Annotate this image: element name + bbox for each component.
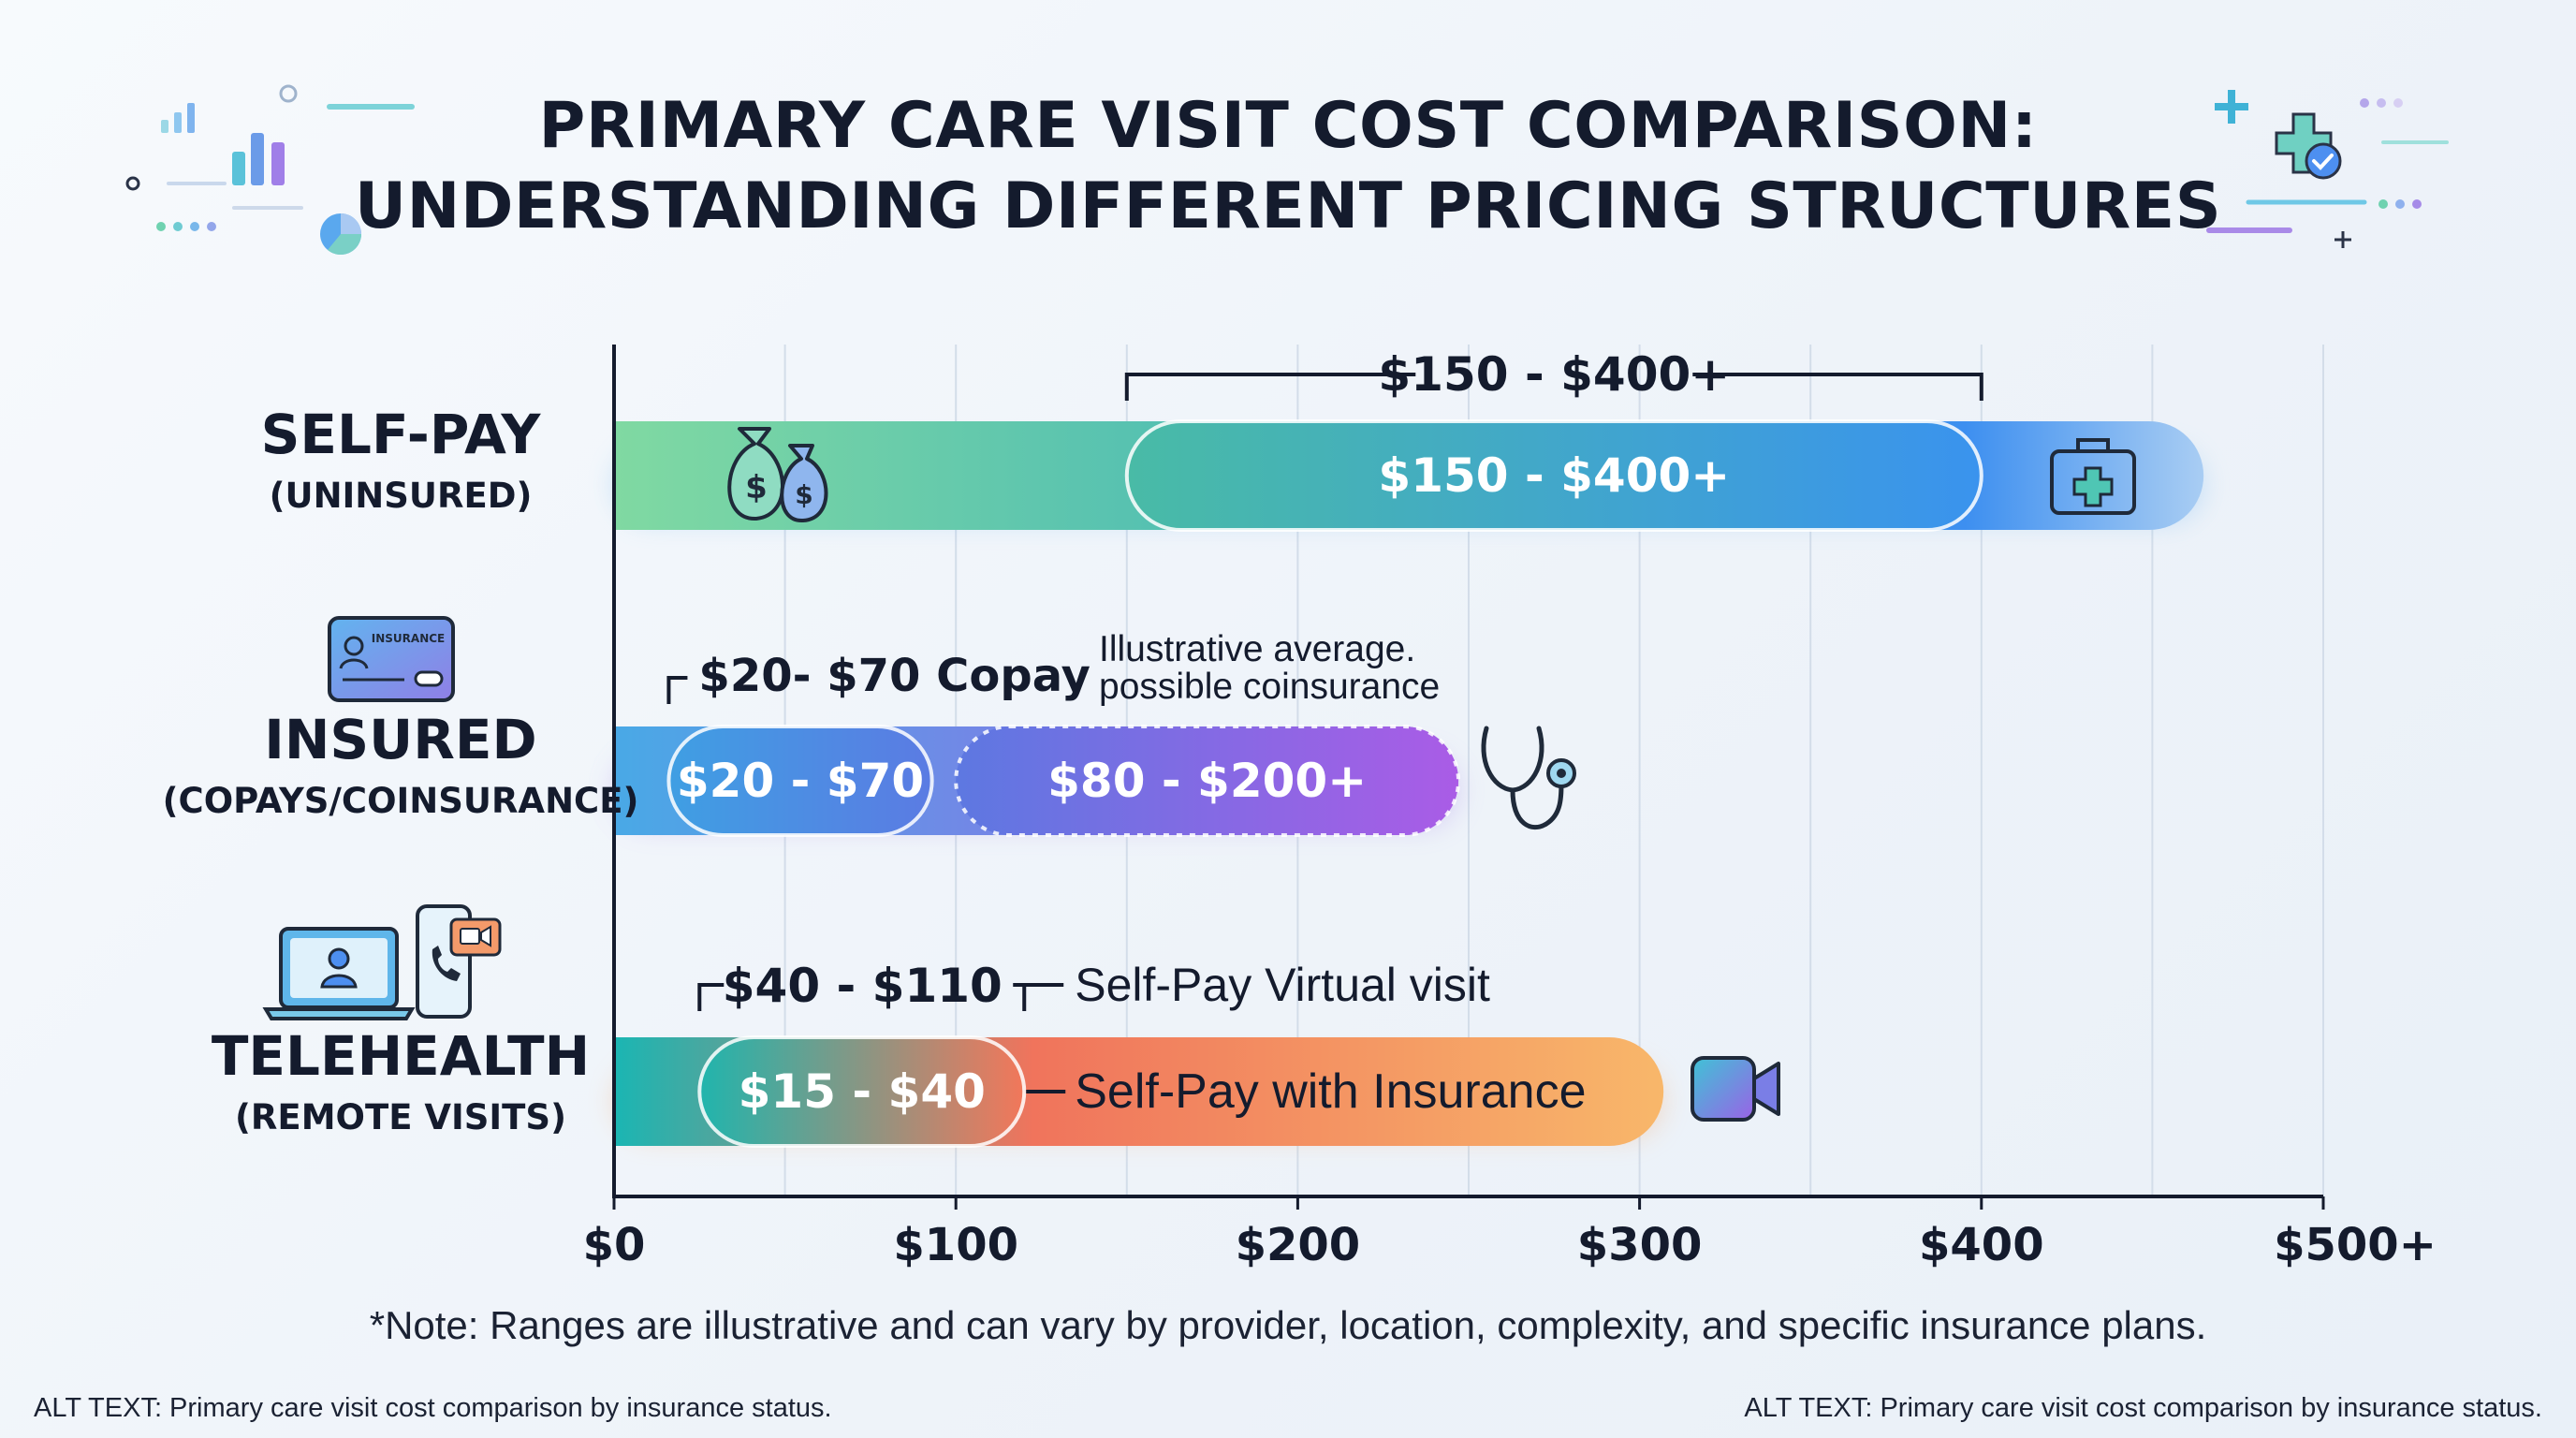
bar-segment	[954, 725, 1461, 837]
chart-bars	[614, 419, 2204, 1148]
video-camera-icon	[1690, 1056, 1780, 1122]
bracket-line-left	[666, 676, 688, 704]
stethoscope-center	[1557, 769, 1566, 778]
x-tick-label: $0	[583, 1219, 646, 1271]
segment-label: $80 - $200+	[1047, 754, 1367, 808]
card-chip	[414, 670, 444, 687]
insurance-card-icon: INSURANCE	[328, 616, 455, 702]
bracket-label: $20- $70 Copay	[698, 650, 1090, 702]
chart-title-line-2: UNDERSTANDING DIFFERENT PRICING STRUCTUR…	[354, 169, 2222, 243]
camera-body	[1690, 1056, 1756, 1122]
category-sublabel: (COPAYS/COINSURANCE)	[163, 781, 639, 821]
bracket-note: Self-Pay Virtual visit	[1075, 959, 1490, 1011]
chart-labels: $150 - $400+ SELF-PAY (UNINSURED) $20 - $70…	[163, 347, 1983, 1137]
bracket-label: $40 - $110	[723, 959, 1003, 1013]
chart-title: PRIMARY CARE VISIT COST COMPARISON: UNDE…	[0, 86, 2576, 247]
category-label: INSURED	[264, 708, 536, 771]
segment-label: $150 - $400+	[1378, 448, 1730, 503]
x-tick-label: $300	[1577, 1219, 1703, 1271]
camera-lens	[1752, 1062, 1780, 1116]
segment-label: $20 - $70	[677, 754, 924, 808]
segment-note: Self-Pay with Insurance	[1075, 1064, 1586, 1119]
video-bubble-lens	[480, 925, 491, 947]
bracket-label: $150 - $400+	[1378, 347, 1730, 402]
stethoscope-icon	[1481, 726, 1576, 830]
first-aid-kit-icon	[2050, 438, 2136, 515]
card-avatar	[344, 636, 364, 656]
category-sublabel: (REMOTE VISITS)	[235, 1097, 566, 1137]
bracket-line-right	[1013, 983, 1064, 1011]
footnote: *Note: Ranges are illustrative and can v…	[369, 1303, 2207, 1347]
x-tick-label: $400	[1919, 1219, 2044, 1271]
phone-call-glyph	[432, 946, 461, 981]
laptop-user-body	[320, 974, 358, 989]
range-bracket	[1124, 373, 1983, 401]
category-label: TELEHEALTH	[212, 1024, 590, 1088]
bar-segment	[666, 725, 934, 837]
stethoscope-tube	[1481, 726, 1544, 793]
segment-label: $15 - $40	[739, 1064, 986, 1119]
bracket-line-right	[1692, 373, 1983, 401]
x-tick-label: $500+	[2274, 1219, 2437, 1271]
card-body	[328, 616, 455, 702]
video-bubble-cam	[460, 928, 480, 945]
chart-axes: $0 $100 $200 $300 $400 $500+	[583, 345, 2437, 1271]
money-bag	[727, 427, 784, 521]
money-bags-icon: $ $	[727, 427, 828, 523]
bar-segment	[697, 1035, 1027, 1148]
dollar-sign: $	[745, 469, 768, 506]
alt-text-right: ALT TEXT: Primary care visit cost compar…	[1744, 1393, 2542, 1423]
bar-segment	[1124, 419, 1983, 532]
kit-cross	[2072, 466, 2114, 507]
chart-title-line-1: PRIMARY CARE VISIT COST COMPARISON:	[538, 89, 2038, 163]
laptop-user-head	[328, 947, 350, 970]
money-bag	[780, 444, 828, 523]
chart-icons: $ $INSURANCE	[262, 427, 2136, 1122]
category-sublabel: (UNINSURED)	[270, 476, 533, 516]
kit-handle	[2076, 438, 2110, 451]
dollar-sign: $	[795, 479, 812, 510]
annotation-line-1: Illustrative average.	[1099, 629, 1415, 669]
annotation-line-2: possible coinsurance	[1099, 667, 1440, 707]
decorative-analytics-icon	[125, 84, 415, 256]
stethoscope-tube	[1510, 778, 1564, 830]
x-tick-label: $200	[1236, 1219, 1361, 1271]
kit-body	[2050, 449, 2136, 515]
laptop-phone-icon	[262, 904, 502, 1020]
decorative-health-check-icon	[2206, 90, 2449, 248]
laptop-base	[262, 1007, 416, 1020]
category-label: SELF-PAY	[261, 403, 542, 466]
bracket-line-left	[1124, 373, 1416, 401]
x-tick-label: $100	[893, 1219, 1018, 1271]
card-text: INSURANCE	[372, 632, 445, 645]
range-bracket	[666, 676, 688, 704]
card-avatar-body	[339, 658, 369, 669]
bracket-line-left	[697, 983, 724, 1011]
alt-text-left: ALT TEXT: Primary care visit cost compar…	[34, 1393, 832, 1423]
